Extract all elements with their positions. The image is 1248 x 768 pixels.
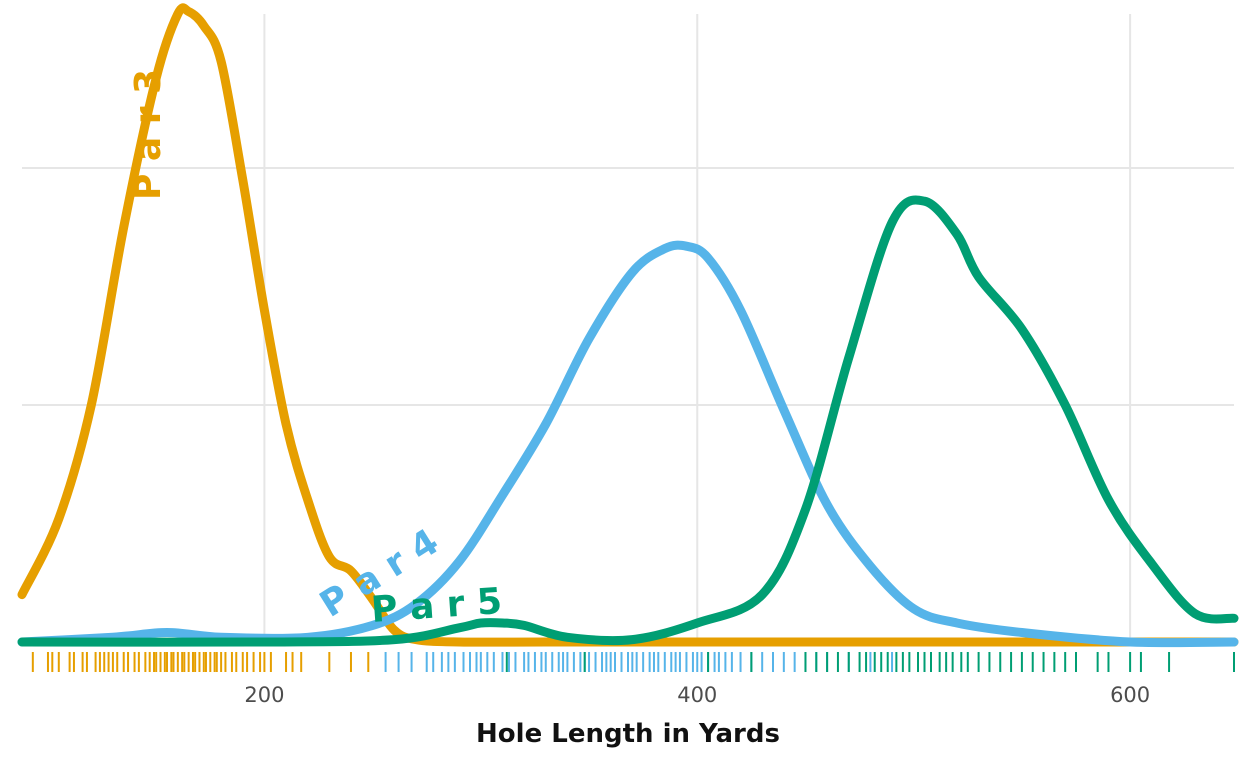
- curve-label-par-3: P a r 3: [128, 69, 169, 200]
- density-curves: [17, 3, 1239, 648]
- grid: [22, 14, 1234, 643]
- density-line-par-5: [17, 195, 1239, 647]
- x-axis-title: Hole Length in Yards: [476, 719, 780, 749]
- rug-marks: [31, 652, 1235, 672]
- x-axis-ticks: 200 400 600: [244, 683, 1150, 707]
- density-line-par-4: [17, 240, 1239, 648]
- curve-labels: P a r 3P a r 4P a r 5: [128, 69, 503, 631]
- x-tick-label-200: 200: [244, 683, 284, 707]
- x-tick-label-400: 400: [677, 683, 717, 707]
- curve-label-par-5: P a r 5: [370, 581, 504, 631]
- density-line-par-3: [17, 3, 1239, 647]
- x-tick-label-600: 600: [1110, 683, 1150, 707]
